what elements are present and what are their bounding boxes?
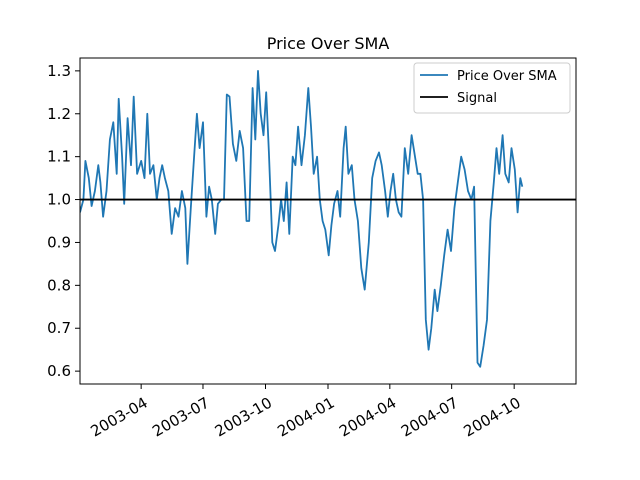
series-line-price-over-sma — [80, 70, 524, 368]
y-tick-label: 0.8 — [47, 276, 71, 294]
y-tick-label: 1.1 — [47, 148, 71, 166]
y-tick-label: 1.0 — [47, 191, 71, 209]
legend-box — [413, 62, 571, 114]
legend-label-signal: Signal — [457, 91, 497, 106]
chart-title: Price Over SMA — [267, 34, 390, 53]
y-tick-label: 0.7 — [47, 319, 71, 337]
y-tick-label: 1.3 — [47, 62, 71, 80]
legend-label-price-over-sma: Price Over SMA — [457, 69, 557, 84]
y-axis-ticks: 0.6 0.7 0.8 0.9 1.0 1.1 1.2 1.3 — [47, 62, 80, 380]
y-tick-label: 0.9 — [47, 233, 71, 251]
plot-frame — [79, 57, 577, 385]
y-tick-label: 0.6 — [47, 362, 71, 380]
y-tick-label: 1.2 — [47, 105, 71, 123]
legend: Price Over SMA Signal — [413, 62, 571, 114]
